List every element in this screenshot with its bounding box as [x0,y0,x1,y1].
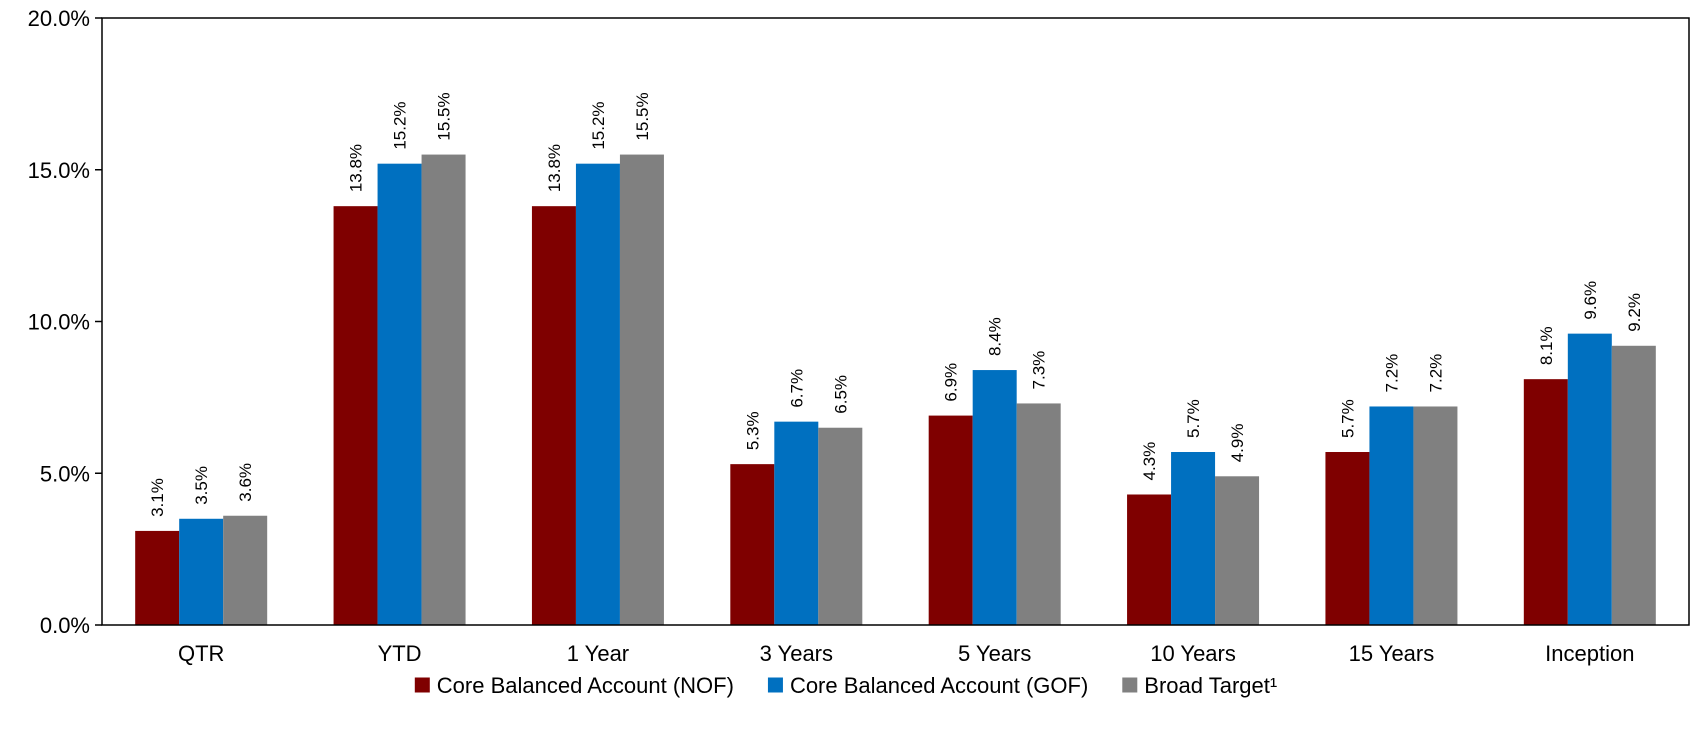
bars [135,154,1656,626]
legend-item-core-balanced-account-gof: Core Balanced Account (GOF) [767,673,1088,698]
data-label-broad-target-10-years: 4.9% [1228,424,1247,463]
bar-broad-target-inception [1611,345,1656,625]
data-label-core-balanced-account-gof-inception: 9.6% [1581,281,1600,320]
legend-item-core-balanced-account-nof: Core Balanced Account (NOF) [414,673,734,698]
data-label-core-balanced-account-nof-qtr: 3.1% [148,478,167,517]
data-label-core-balanced-account-gof-ytd: 15.2% [391,101,410,149]
x-tick-label-3-years: 3 Years [760,641,833,666]
bar-broad-target-qtr [223,515,268,625]
x-tick-label-qtr: QTR [178,641,224,666]
data-label-broad-target-5-years: 7.3% [1030,351,1049,390]
bar-core-balanced-account-nof-15-years [1325,452,1370,625]
data-label-broad-target-ytd: 15.5% [435,92,454,140]
bar-core-balanced-account-gof-1-year [575,163,620,625]
data-label-core-balanced-account-gof-1-year: 15.2% [589,101,608,149]
bar-core-balanced-account-nof-ytd [333,206,378,626]
y-tick-label: 5.0% [40,461,90,486]
data-labels: 3.1% 3.5% 3.6% 13.8% 15.2% 15.5% 13.8% 15.2% 15.… [148,92,1644,517]
bar-broad-target-3-years [818,427,863,625]
bar-core-balanced-account-gof-ytd [377,163,422,625]
bar-broad-target-5-years [1016,403,1061,625]
bar-core-balanced-account-nof-1-year [531,206,576,626]
x-tick-label-inception: Inception [1545,641,1634,666]
data-label-core-balanced-account-gof-qtr: 3.5% [192,466,211,505]
data-label-core-balanced-account-nof-1-year: 13.8% [545,144,564,192]
legend-item-broad-target: Broad Target¹ [1122,673,1277,698]
legend-label: Broad Target¹ [1144,673,1277,698]
y-tick-label: 20.0% [28,6,90,31]
bar-core-balanced-account-gof-5-years [972,370,1017,625]
bar-broad-target-1-year [619,154,664,625]
legend-label: Core Balanced Account (NOF) [437,673,734,698]
bar-core-balanced-account-gof-3-years [774,421,819,625]
data-label-broad-target-1-year: 15.5% [633,92,652,140]
y-tick-label: 15.0% [28,158,90,183]
data-label-core-balanced-account-gof-10-years: 5.7% [1184,399,1203,438]
bar-core-balanced-account-nof-qtr [135,530,180,625]
bar-broad-target-15-years [1413,406,1458,625]
y-tick-label: 0.0% [40,613,90,638]
bar-core-balanced-account-gof-15-years [1369,406,1414,625]
data-label-core-balanced-account-nof-ytd: 13.8% [347,144,366,192]
legend-swatch [1122,677,1138,693]
legend: Core Balanced Account (NOF) Core Balanced… [414,673,1277,698]
legend-label: Core Balanced Account (GOF) [790,673,1088,698]
x-tick-label-5-years: 5 Years [958,641,1031,666]
legend-swatch [767,677,783,693]
bar-core-balanced-account-gof-10-years [1171,452,1216,625]
data-label-core-balanced-account-nof-5-years: 6.9% [942,363,961,402]
bar-core-balanced-account-nof-5-years [928,415,973,625]
x-tick-label-1-year: 1 Year [567,641,629,666]
data-label-core-balanced-account-nof-3-years: 5.3% [743,411,762,450]
data-label-core-balanced-account-gof-5-years: 8.4% [986,317,1005,356]
bar-core-balanced-account-gof-qtr [179,518,224,625]
x-tick-label-15-years: 15 Years [1349,641,1435,666]
data-label-core-balanced-account-nof-15-years: 5.7% [1338,399,1357,438]
data-label-core-balanced-account-gof-15-years: 7.2% [1382,354,1401,393]
y-axis-ticks: 0.0% 5.0% 10.0% 15.0% 20.0% [28,6,102,638]
data-label-broad-target-inception: 9.2% [1625,293,1644,332]
y-tick-label: 10.0% [28,310,90,335]
bar-core-balanced-account-nof-10-years [1127,494,1172,625]
bar-broad-target-ytd [421,154,466,625]
bar-core-balanced-account-gof-inception [1567,333,1612,625]
data-label-broad-target-15-years: 7.2% [1426,354,1445,393]
x-axis-ticks: QTR YTD 1 Year 3 Years 5 Years 10 Years 15 Yea… [178,641,1635,666]
legend-swatch [414,677,430,693]
bar-broad-target-10-years [1215,476,1260,625]
bar-core-balanced-account-nof-inception [1523,379,1568,625]
data-label-core-balanced-account-gof-3-years: 6.7% [787,369,806,408]
data-label-core-balanced-account-nof-10-years: 4.3% [1140,442,1159,481]
data-label-core-balanced-account-nof-inception: 8.1% [1537,326,1556,365]
bar-core-balanced-account-nof-3-years [730,464,775,625]
x-tick-label-10-years: 10 Years [1150,641,1236,666]
plot-area-frame [101,17,1690,626]
data-label-broad-target-qtr: 3.6% [236,463,255,502]
data-label-broad-target-3-years: 6.5% [831,375,850,414]
x-tick-label-ytd: YTD [378,641,422,666]
